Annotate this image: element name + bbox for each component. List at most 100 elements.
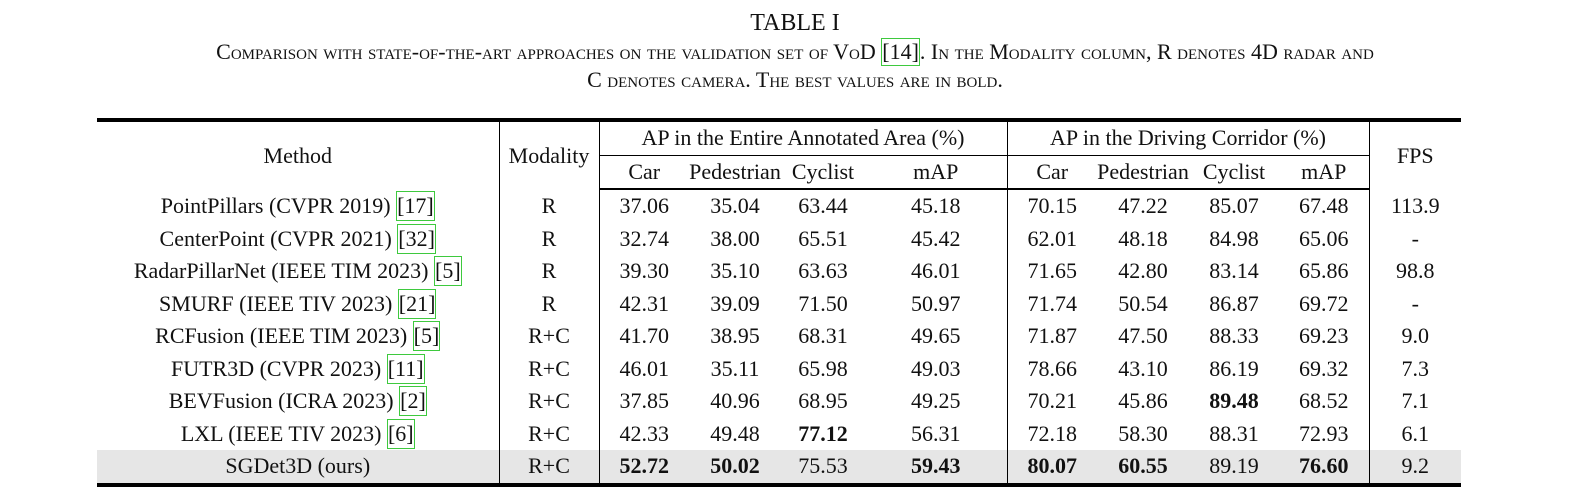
value-cell: 88.31 <box>1209 420 1259 446</box>
value-cell: 65.51 <box>798 225 848 251</box>
modality-cell: R <box>499 287 600 320</box>
modality-cell: R <box>499 255 600 288</box>
value-cell: 71.87 <box>1027 323 1078 349</box>
value-cell: 9.0 <box>1401 323 1430 349</box>
subheader-entire-map: mAP <box>865 155 1008 190</box>
citation-link[interactable]: [17] <box>396 190 435 221</box>
value-cell: 46.01 <box>619 355 670 381</box>
header-method: Method <box>97 118 500 189</box>
value-cell: 35.10 <box>710 258 760 284</box>
value-cell: 80.07 <box>1007 450 1097 487</box>
method-name: CenterPoint (CVPR 2021) <box>159 225 398 251</box>
value-cell: 71.74 <box>1027 290 1078 316</box>
value-cell: 47.22 <box>1118 193 1168 219</box>
value-cell: 68.52 <box>1279 385 1370 418</box>
method-cell: BEVFusion (ICRA 2023) [2] <box>97 385 500 418</box>
caption-line-2: C denotes camera. The best values are in… <box>587 67 1003 92</box>
value-cell: 49.03 <box>865 352 1008 385</box>
value-cell: 72.18 <box>1027 420 1078 446</box>
value-cell: 69.32 <box>1279 352 1370 385</box>
value-cell: - <box>1411 290 1419 316</box>
subheader-row: Car Pedestrian Cyclist mAP Car Pedestrian Cycl… <box>97 155 1461 190</box>
value-cell: 45.42 <box>865 222 1008 255</box>
method-cell: LXL (IEEE TIV 2023) [6] <box>97 417 500 450</box>
value-cell: 41.70 <box>619 323 670 349</box>
value-cell: 43.10 <box>1118 355 1168 381</box>
value-cell: 75.53 <box>781 450 865 487</box>
caption-line-1: Comparison with state-of-the-art approac… <box>0 38 1590 66</box>
value-cell: 67.48 <box>1279 189 1370 223</box>
citation-link[interactable]: [32] <box>397 223 436 254</box>
value-cell: 49.25 <box>865 385 1008 418</box>
citation-link[interactable]: [2] <box>399 386 427 417</box>
value-cell: 37.85 <box>619 388 670 414</box>
subheader-corridor-cyclist: Cyclist <box>1189 155 1279 190</box>
value-cell: - <box>1411 225 1419 251</box>
value-cell: 88.33 <box>1209 323 1259 349</box>
header-fps: FPS <box>1369 118 1462 189</box>
value-cell: 7.3 <box>1401 355 1430 381</box>
method-cell: CenterPoint (CVPR 2021) [32] <box>97 222 500 255</box>
caption-text-1a: Comparison with state-of-the-art approac… <box>216 39 882 64</box>
value-cell: 65.86 <box>1279 255 1370 288</box>
method-cell: SMURF (IEEE TIV 2023) [21] <box>97 287 500 320</box>
value-cell: 85.07 <box>1209 193 1259 219</box>
value-cell: 63.44 <box>798 193 848 219</box>
value-cell: 70.21 <box>1027 388 1078 414</box>
subheader-entire-car: Car <box>599 155 689 190</box>
value-cell: 9.2 <box>1369 450 1462 487</box>
value-cell: 38.00 <box>710 225 760 251</box>
value-cell: 62.01 <box>1027 225 1078 251</box>
citation-link[interactable]: [6] <box>386 418 415 449</box>
value-cell: 70.15 <box>1027 193 1078 219</box>
value-cell: 86.87 <box>1209 290 1259 316</box>
method-cell: FUTR3D (CVPR 2023) [11] <box>97 352 500 385</box>
table-body: PointPillars (CVPR 2019) [17] R 37.06 35.04… <box>97 189 1462 487</box>
value-cell: 71.50 <box>798 290 848 316</box>
citation-link[interactable]: [14] <box>881 38 920 66</box>
citation-link[interactable]: [21] <box>397 288 437 319</box>
method-cell: RCFusion (IEEE TIM 2023) [5] <box>97 320 500 353</box>
table-row: FUTR3D (CVPR 2023) [11] R+C 46.01 35.11 65.9… <box>97 352 1461 385</box>
header-group-entire-area: AP in the Entire Annotated Area (%) <box>599 118 1008 156</box>
value-cell: 76.60 <box>1279 450 1370 487</box>
table-label: TABLE I <box>750 10 840 36</box>
value-cell: 50.54 <box>1118 290 1168 316</box>
subheader-corridor-pedestrian: Pedestrian <box>1097 155 1189 190</box>
method-name: FUTR3D (CVPR 2023) <box>170 355 387 381</box>
value-cell: 65.98 <box>798 355 848 381</box>
modality-cell: R+C <box>499 352 600 385</box>
method-name: SGDet3D (ours) <box>225 453 371 479</box>
citation-link[interactable]: [5] <box>412 321 441 352</box>
value-cell: 42.33 <box>619 420 670 446</box>
header-modality: Modality <box>499 118 600 189</box>
method-cell: SGDet3D (ours) <box>97 450 500 487</box>
value-cell: 38.95 <box>710 323 760 349</box>
value-cell: 89.19 <box>1189 450 1279 487</box>
value-cell: 58.30 <box>1118 420 1168 446</box>
modality-cell: R+C <box>499 320 600 353</box>
value-cell: 47.50 <box>1118 323 1168 349</box>
table-caption: TABLE I Comparison with state-of-the-art… <box>0 8 1590 94</box>
value-cell: 89.48 <box>1209 388 1259 414</box>
value-cell: 40.96 <box>710 388 760 414</box>
value-cell: 32.74 <box>619 225 670 251</box>
method-name: PointPillars (CVPR 2019) <box>160 192 397 218</box>
value-cell: 98.8 <box>1396 258 1435 284</box>
value-cell: 42.80 <box>1118 258 1168 284</box>
value-cell: 69.72 <box>1279 287 1370 320</box>
citation-link[interactable]: [5] <box>434 256 462 287</box>
value-cell: 77.12 <box>798 420 848 446</box>
value-cell: 84.98 <box>1209 225 1259 251</box>
modality-cell: R <box>499 189 600 223</box>
method-name: RCFusion (IEEE TIM 2023) <box>155 323 413 349</box>
caption-text-1b: . In the Modality column, R denotes 4D r… <box>919 39 1374 64</box>
value-cell: 56.31 <box>865 417 1008 450</box>
value-cell: 39.09 <box>710 290 760 316</box>
citation-link[interactable]: [11] <box>386 353 425 384</box>
value-cell: 68.95 <box>798 388 848 414</box>
table-row: SMURF (IEEE TIV 2023) [21] R 42.31 39.09 71.… <box>97 287 1461 320</box>
table-row: CenterPoint (CVPR 2021) [32] R 32.74 38.00 6… <box>97 222 1461 255</box>
method-name: LXL (IEEE TIV 2023) <box>180 420 387 446</box>
value-cell: 52.72 <box>599 450 689 487</box>
